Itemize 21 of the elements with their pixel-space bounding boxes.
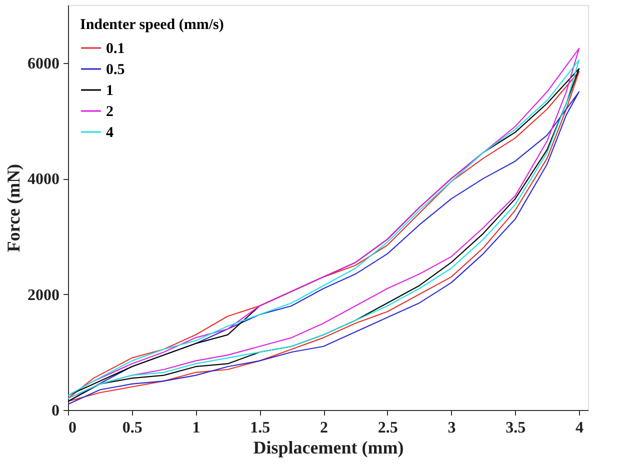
legend-title: Indenter speed (mm/s) bbox=[80, 17, 224, 33]
legend-label: 4 bbox=[106, 125, 114, 141]
x-tick-label: 3 bbox=[448, 420, 456, 436]
y-tick-label: 4000 bbox=[28, 171, 60, 188]
x-tick-label: 3.5 bbox=[506, 420, 526, 436]
legend-label: 0.5 bbox=[106, 62, 125, 78]
x-tick-label: 0.5 bbox=[122, 420, 142, 436]
y-axis-title: Force (mN) bbox=[4, 164, 24, 252]
legend-label: 2 bbox=[106, 104, 114, 120]
x-tick-label: 2 bbox=[320, 420, 328, 436]
legend-label: 1 bbox=[106, 83, 114, 99]
y-tick-label: 6000 bbox=[28, 55, 60, 72]
x-axis-title: Displacement (mm) bbox=[253, 438, 404, 458]
legend-label: 0.1 bbox=[106, 41, 125, 57]
y-tick-label: 2000 bbox=[28, 286, 60, 304]
x-tick-label: 0 bbox=[68, 420, 76, 436]
x-tick-label: 1.5 bbox=[250, 420, 270, 436]
y-tick-label: 0 bbox=[52, 402, 60, 420]
x-tick-label: 4 bbox=[576, 420, 584, 436]
x-tick-label: 1 bbox=[192, 420, 200, 436]
x-tick-label: 2.5 bbox=[378, 420, 398, 436]
